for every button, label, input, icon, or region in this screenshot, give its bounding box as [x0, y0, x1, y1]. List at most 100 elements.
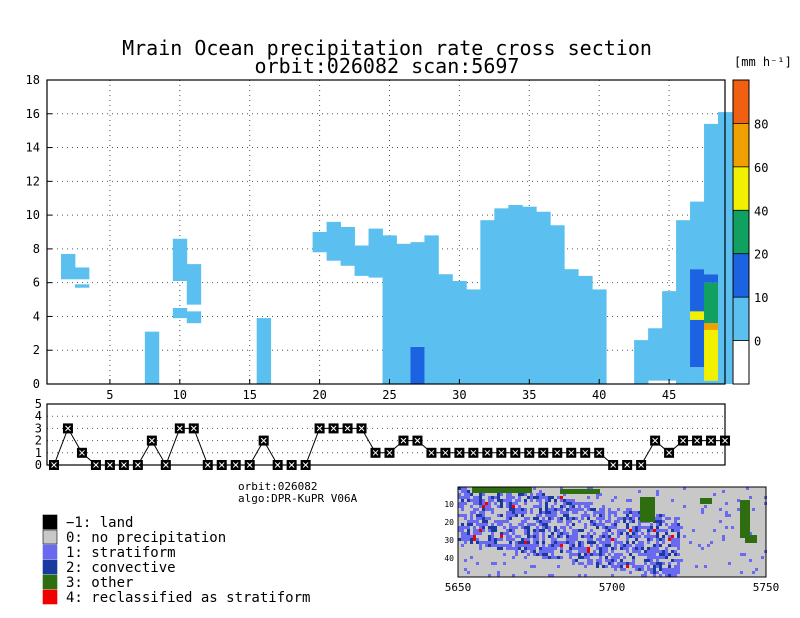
map-cell	[473, 538, 476, 541]
map-cell	[656, 523, 659, 526]
flag-marker	[580, 447, 591, 458]
map-cell	[500, 502, 503, 505]
map-cell	[620, 517, 623, 520]
map-cell	[605, 547, 608, 550]
map-cell	[482, 511, 485, 514]
map-cell	[563, 502, 566, 505]
map-cell	[629, 535, 632, 538]
map-cell	[629, 544, 632, 547]
map-cell	[554, 547, 557, 550]
map-cell	[608, 526, 611, 529]
map-cell	[509, 544, 512, 547]
map-cell	[569, 541, 572, 544]
map-cell	[599, 520, 602, 523]
map-cell	[554, 499, 557, 502]
map-cell	[635, 535, 638, 538]
map-cell	[464, 502, 467, 505]
map-cell	[554, 526, 557, 529]
map-cell	[515, 547, 518, 550]
map-cell	[500, 493, 503, 496]
map-cell	[665, 523, 668, 526]
map-cell	[605, 538, 608, 541]
map-cell	[599, 547, 602, 550]
map-cell	[593, 520, 596, 523]
y-tick-label: 18	[26, 73, 40, 87]
map-cell	[473, 520, 476, 523]
map-cell	[557, 508, 560, 511]
rain-cell	[186, 311, 202, 324]
map-cell	[566, 511, 569, 514]
map-cell	[620, 559, 623, 562]
map-cell	[659, 538, 662, 541]
map-cell	[572, 559, 575, 562]
map-cell	[557, 520, 560, 523]
map-cell	[749, 559, 752, 562]
map-cell	[518, 544, 521, 547]
map-cell	[578, 553, 581, 556]
map-cell	[515, 553, 518, 556]
map-cell	[569, 520, 572, 523]
map-cell	[761, 556, 764, 559]
map-cell	[536, 553, 539, 556]
map-cell	[461, 523, 464, 526]
flag-marker	[426, 447, 437, 458]
map-cell	[668, 526, 671, 529]
map-cell	[677, 559, 680, 562]
map-cell	[467, 538, 470, 541]
map-cell	[593, 508, 596, 511]
map-cell	[479, 496, 482, 499]
map-cell	[590, 559, 593, 562]
map-cell	[482, 499, 485, 502]
map-cell	[608, 514, 611, 517]
map-cell	[641, 565, 644, 568]
legend-label: 2: convective	[66, 560, 176, 576]
map-cell	[566, 541, 569, 544]
map-cell	[665, 547, 668, 550]
map-cell	[614, 565, 617, 568]
map-cell	[599, 514, 602, 517]
map-cell	[500, 499, 503, 502]
map-cell	[557, 517, 560, 520]
map-cell	[530, 496, 533, 499]
map-cell	[464, 493, 467, 496]
cross-section-x-ticks: 5 10 15 20 25 30 35 40 45	[106, 379, 676, 402]
map-cell	[668, 565, 671, 568]
map-cell	[635, 511, 638, 514]
map-cell	[479, 529, 482, 532]
map-cell	[515, 550, 518, 553]
map-cell	[614, 511, 617, 514]
y-tick-label: 8	[33, 242, 40, 256]
map-cell	[521, 544, 524, 547]
map-cell	[542, 550, 545, 553]
flag-marker	[272, 460, 283, 470]
map-cell	[506, 535, 509, 538]
map-cell	[527, 529, 530, 532]
colorbar-tick-label: 0	[754, 335, 761, 349]
map-cell	[647, 550, 650, 553]
flag-marker	[62, 423, 73, 434]
map-cell	[464, 517, 467, 520]
map-cell	[494, 544, 497, 547]
map-cell	[569, 505, 572, 508]
map-cell	[539, 550, 542, 553]
map-cell	[476, 502, 479, 505]
map-cell	[524, 502, 527, 505]
map-cell	[584, 526, 587, 529]
map-cell	[479, 499, 482, 502]
map-cell	[536, 526, 539, 529]
map-cell	[488, 496, 491, 499]
map-cell	[620, 553, 623, 556]
map-cell	[578, 505, 581, 508]
map-cell	[599, 559, 602, 562]
map-cell	[644, 571, 647, 574]
map-cell	[548, 574, 551, 577]
map-cell	[467, 526, 470, 529]
map-cell	[542, 493, 545, 496]
rain-cell	[676, 220, 691, 384]
map-cell	[662, 571, 665, 574]
map-cell	[662, 568, 665, 571]
map-cell	[482, 508, 485, 511]
map-cell	[608, 559, 611, 562]
map-y-tick-label: 30	[444, 536, 454, 545]
map-cell	[647, 529, 650, 532]
